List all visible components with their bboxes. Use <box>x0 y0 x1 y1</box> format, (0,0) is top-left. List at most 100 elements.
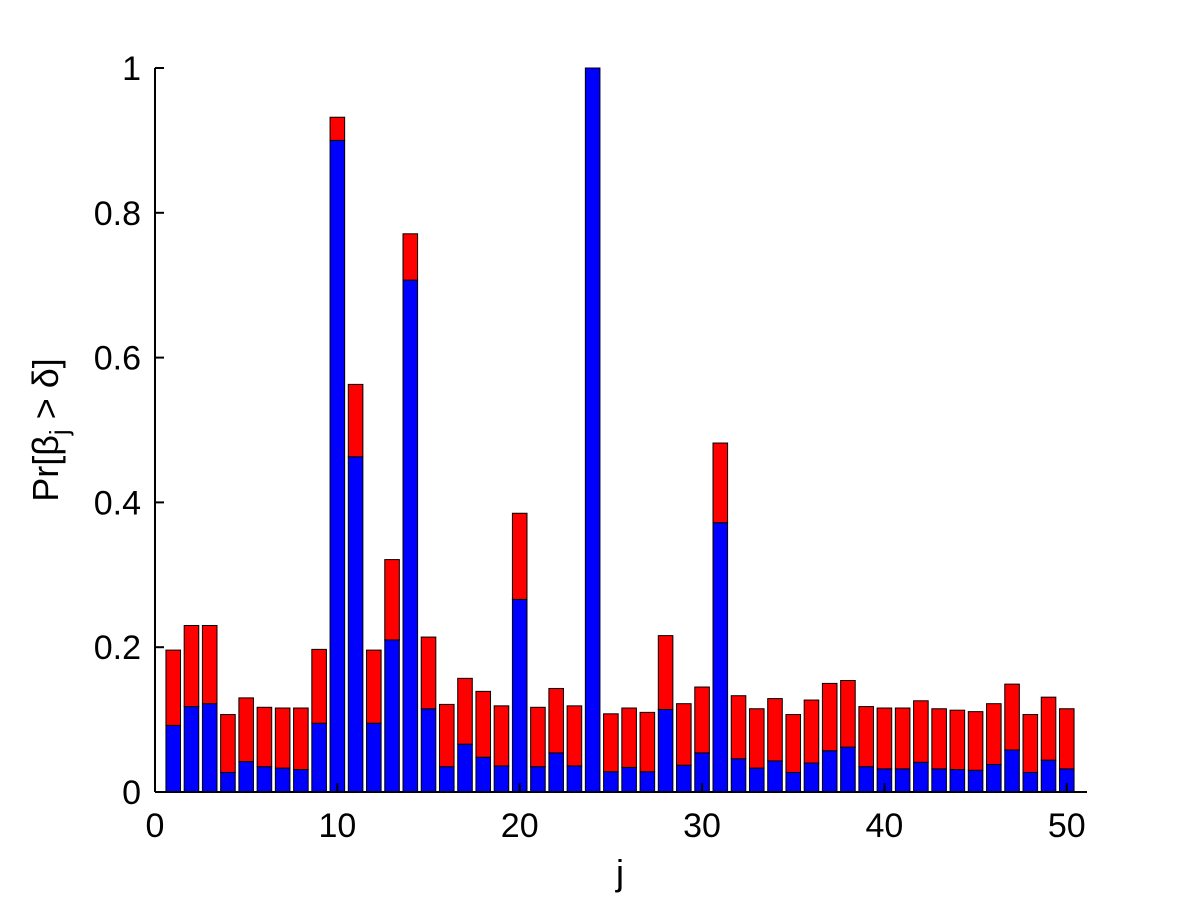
bar-segment-lower-49 <box>1040 759 1057 793</box>
bar-segment-upper-15 <box>420 636 437 710</box>
y-axis-label-sub: j <box>44 429 74 436</box>
bar-segment-upper-20 <box>511 512 528 600</box>
bar-segment-upper-31 <box>712 442 729 524</box>
bar-segment-lower-16 <box>438 766 455 793</box>
bar-segment-lower-28 <box>657 708 674 793</box>
bar-segment-lower-23 <box>566 765 583 793</box>
bar-segment-upper-22 <box>548 687 564 754</box>
bar-segment-lower-18 <box>475 756 492 793</box>
axes-group <box>154 67 1087 793</box>
bar-segment-lower-24 <box>584 67 601 793</box>
bar-segment-upper-14 <box>402 233 419 281</box>
bar-segment-upper-37 <box>821 682 838 752</box>
bar-segment-upper-2 <box>183 624 200 708</box>
bar-segment-lower-29 <box>676 764 692 793</box>
bar-segment-upper-45 <box>967 711 984 771</box>
bar-segment-upper-48 <box>1022 714 1039 773</box>
y-tick-label-0.2: 0.2 <box>94 629 141 667</box>
bar-segment-lower-17 <box>457 743 473 793</box>
bar-segment-lower-39 <box>858 766 874 793</box>
bar-segment-upper-7 <box>274 707 291 769</box>
bar-segment-lower-36 <box>803 762 820 793</box>
bar-segment-upper-50 <box>1058 708 1075 770</box>
bar-segment-upper-42 <box>913 700 929 763</box>
bar-segment-lower-37 <box>821 750 838 793</box>
bar-segment-upper-10 <box>329 116 346 141</box>
tick-labels-group: 0 10 20 30 40 50 0 0.2 0.4 0.6 0.8 1 <box>94 50 1086 845</box>
x-tick-label-50: 50 <box>1048 807 1086 845</box>
bar-segment-upper-38 <box>840 680 856 748</box>
bar-segment-upper-46 <box>986 703 1002 765</box>
y-axis-label: Pr[βj > δ] <box>25 358 74 502</box>
bar-segment-lower-34 <box>767 760 783 793</box>
bar-segment-lower-3 <box>201 703 218 793</box>
bar-segment-lower-47 <box>1004 749 1020 793</box>
bar-segment-lower-44 <box>949 769 966 793</box>
bar-segment-lower-6 <box>256 766 273 793</box>
bar-segment-lower-21 <box>530 766 546 793</box>
bar-segment-upper-44 <box>949 709 966 771</box>
bar-segment-lower-22 <box>548 752 564 793</box>
x-tick-label-30: 30 <box>683 807 721 845</box>
bar-segment-upper-43 <box>931 708 947 770</box>
bar-segment-upper-36 <box>803 699 820 764</box>
x-tick-label-10: 10 <box>318 807 356 845</box>
bar-segment-upper-19 <box>493 705 510 767</box>
x-axis-label: j <box>615 852 624 893</box>
bar-segment-upper-5 <box>238 697 254 763</box>
bar-segment-lower-38 <box>840 746 856 793</box>
bar-segment-upper-6 <box>256 706 273 768</box>
bar-segment-lower-9 <box>311 722 327 793</box>
y-tick-label-0.6: 0.6 <box>94 340 141 378</box>
x-tick-label-20: 20 <box>501 807 539 845</box>
bar-segment-lower-41 <box>894 768 911 793</box>
bar-segment-upper-4 <box>220 714 236 773</box>
bar-segment-lower-2 <box>183 706 200 793</box>
bar-segment-lower-43 <box>931 768 947 793</box>
bar-segment-upper-41 <box>894 707 911 770</box>
bar-segment-lower-14 <box>402 279 419 793</box>
bar-segment-upper-30 <box>694 686 710 754</box>
bar-segment-lower-26 <box>621 766 637 793</box>
bar-segment-upper-40 <box>876 707 893 770</box>
bar-segment-upper-35 <box>785 714 802 773</box>
bar-segment-upper-9 <box>311 648 327 724</box>
bar-segment-lower-25 <box>603 771 619 793</box>
bar-segment-upper-39 <box>858 706 874 768</box>
y-tick-label-0.4: 0.4 <box>94 484 141 522</box>
bar-segment-upper-25 <box>603 713 619 773</box>
bar-segment-upper-26 <box>621 707 637 768</box>
bar-segment-lower-27 <box>639 771 656 793</box>
bar-segment-lower-4 <box>220 771 236 793</box>
bar-segment-upper-18 <box>475 690 492 758</box>
bar-segment-upper-8 <box>293 707 309 771</box>
bar-segment-upper-27 <box>639 711 656 773</box>
y-axis-label-post: > δ] <box>25 358 66 429</box>
bar-segment-upper-33 <box>748 708 765 769</box>
bar-segment-upper-34 <box>767 698 783 762</box>
bar-segment-lower-13 <box>384 639 400 793</box>
x-tick-label-40: 40 <box>865 807 903 845</box>
y-tick-label-1: 1 <box>122 50 141 88</box>
bar-segment-upper-12 <box>366 649 382 724</box>
bar-segment-lower-31 <box>712 522 729 793</box>
bar-segment-lower-19 <box>493 765 510 793</box>
bar-segment-lower-8 <box>293 769 309 793</box>
bar-segment-lower-32 <box>730 758 747 793</box>
y-axis-label-pre: Pr[β <box>25 435 66 502</box>
bar-segment-upper-23 <box>566 705 583 767</box>
bar-segment-lower-5 <box>238 761 254 793</box>
bar-segment-upper-3 <box>201 624 218 705</box>
x-tick-label-0: 0 <box>146 807 165 845</box>
bar-segment-upper-11 <box>347 383 364 458</box>
bar-segment-upper-47 <box>1004 683 1020 751</box>
bar-segment-lower-33 <box>748 767 765 793</box>
bar-segment-upper-21 <box>530 706 546 768</box>
bar-segment-upper-29 <box>676 703 692 766</box>
bar-segment-upper-1 <box>165 649 182 726</box>
bar-segment-lower-1 <box>165 724 182 793</box>
y-tick-label-0.8: 0.8 <box>94 195 141 233</box>
bars-group <box>165 67 1075 793</box>
bar-segment-lower-11 <box>347 456 364 793</box>
